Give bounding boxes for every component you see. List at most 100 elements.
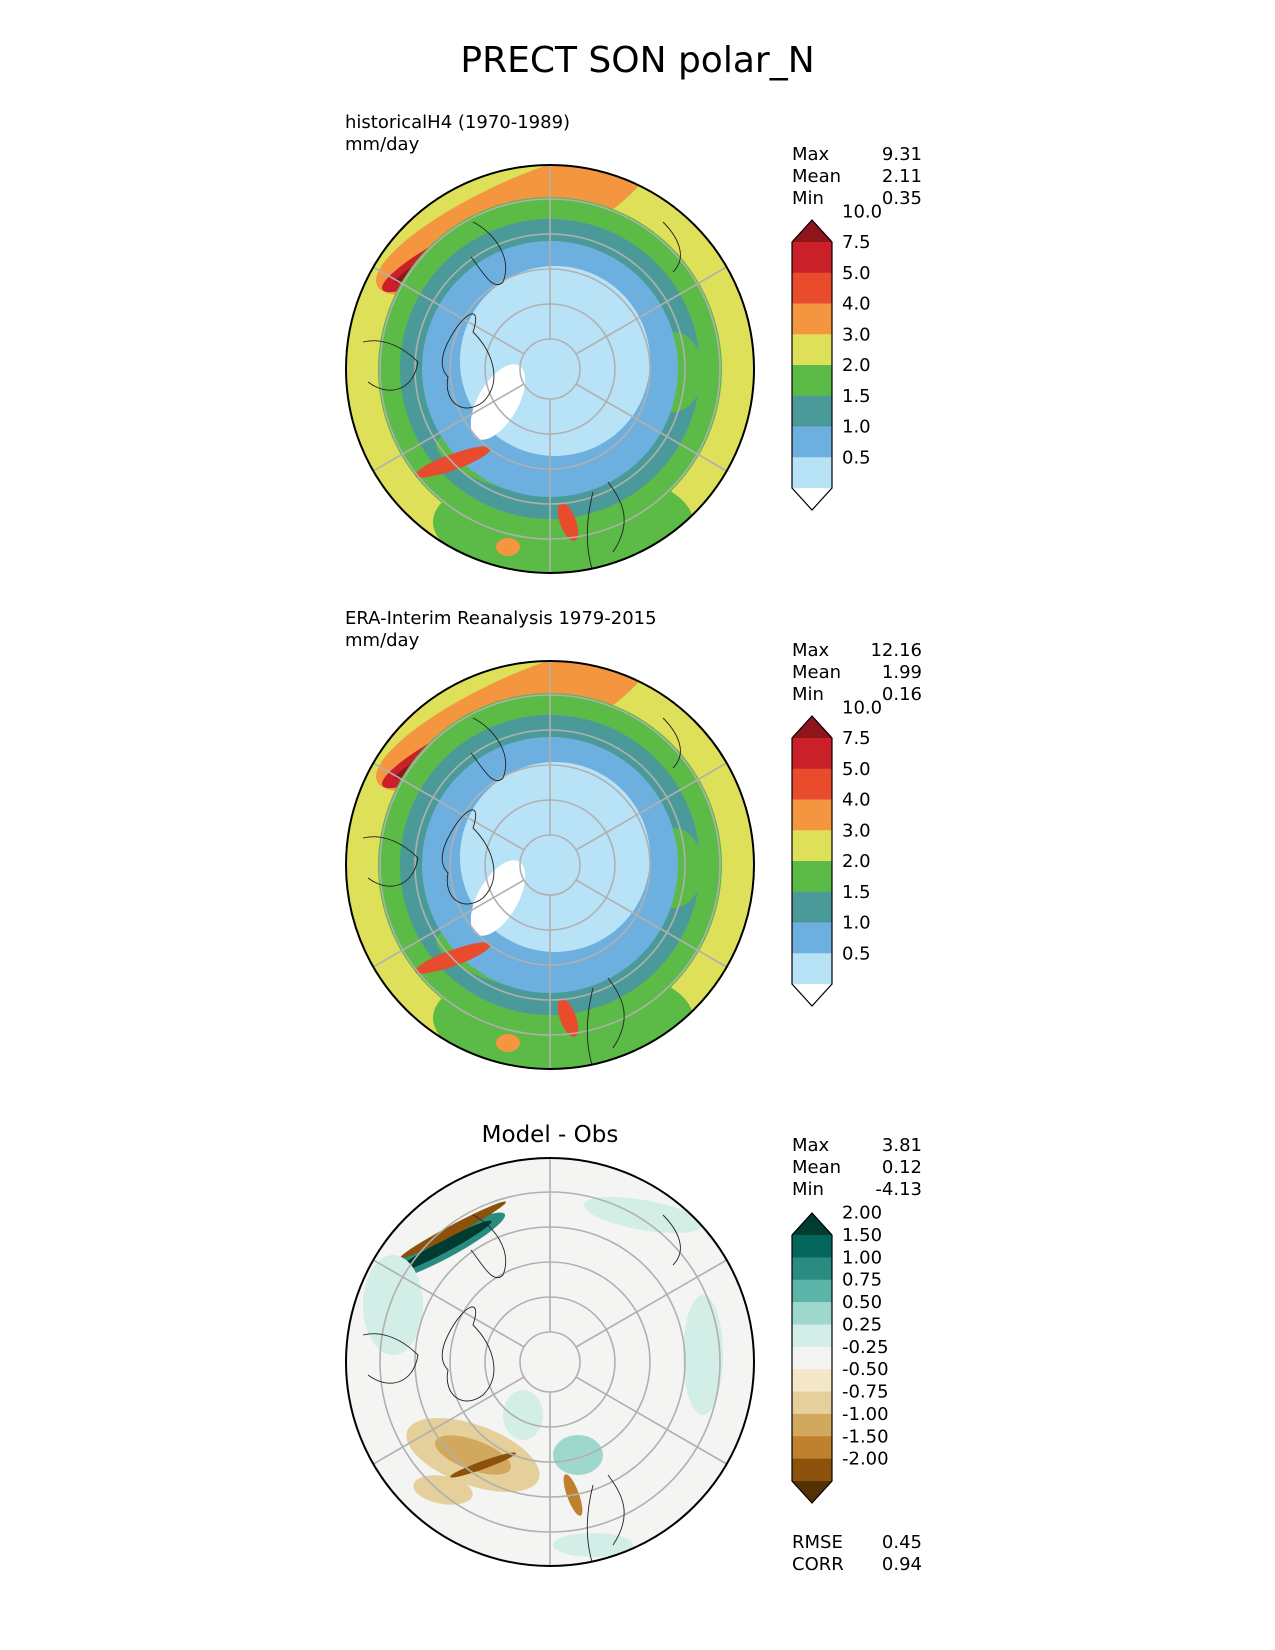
coastline [586, 977, 625, 1069]
field-band [583, 1196, 703, 1234]
colorbar-segment [792, 738, 832, 770]
panel3-metrics: RMSE 0.45 CORR 0.94 [792, 1532, 922, 1576]
colorbar-segment [792, 334, 832, 366]
colorbar-tick-label: 10.0 [842, 697, 882, 718]
colorbar-tick-label: 10.0 [842, 201, 882, 222]
colorbar-tick-label: -0.50 [842, 1359, 889, 1380]
colorbar-tick-label: 5.0 [842, 759, 871, 780]
stat-mean: Mean 2.11 [792, 166, 922, 187]
stat-mean: Mean 1.99 [792, 662, 922, 683]
colorbar-segment [792, 953, 832, 985]
panel2-units: mm/day [345, 630, 420, 651]
map-field [346, 661, 754, 1069]
colorbar-tick-label: 7.5 [842, 232, 871, 253]
colorbar-tick-label: 1.00 [842, 1247, 882, 1268]
field-band [413, 1475, 473, 1505]
colorbar-tick-label: 2.0 [842, 851, 871, 872]
panel1-units: mm/day [345, 134, 420, 155]
meridian-line [575, 266, 728, 355]
colorbar-segment [792, 1324, 832, 1348]
field-band [553, 1435, 603, 1475]
meridian-line [372, 266, 525, 355]
coastline [470, 717, 507, 781]
meridian-line [372, 762, 525, 851]
colorbar-tick-label: 0.75 [842, 1270, 882, 1291]
colorbar-segment [792, 1346, 832, 1370]
colorbar-segment [792, 1436, 832, 1460]
graticule [372, 165, 728, 573]
panel2-title-line1: ERA-Interim Reanalysis 1979-2015 [345, 608, 657, 629]
polar-map-obs [345, 660, 755, 1070]
coastline [586, 1474, 625, 1566]
field-band [363, 1255, 423, 1355]
colorbar-segment [792, 242, 832, 274]
colorbar-tick-label: 3.0 [842, 820, 871, 841]
coastline [362, 340, 419, 391]
colorbar-tick-label: -2.00 [842, 1449, 889, 1470]
coastlines [362, 221, 681, 573]
colorbar-tick-label: 5.0 [842, 263, 871, 284]
map-field [346, 165, 754, 573]
colorbar-model: 0.5 1.0 1.5 2.0 3.0 4.0 5.0 7.5 10.0 [791, 201, 882, 511]
colorbar-segment [792, 1458, 832, 1482]
colorbar-segment [792, 1369, 832, 1393]
colorbar-tick-label: 1.0 [842, 913, 871, 934]
coastline [662, 1214, 681, 1266]
field-band [503, 1390, 543, 1440]
meridian-line [372, 879, 525, 968]
coastlines [362, 717, 681, 1069]
colorbar-obs: 0.5 1.0 1.5 2.0 3.0 4.0 5.0 7.5 10.0 [791, 697, 882, 1007]
colorbar-tick-label: 0.5 [842, 943, 871, 964]
colorbar-segment [792, 830, 832, 862]
colorbar-tick-label: 4.0 [842, 790, 871, 811]
colorbar-tick-label: 3.0 [842, 324, 871, 345]
field-band [470, 364, 526, 440]
colorbar-tick-label: 1.5 [842, 882, 871, 903]
coastline [362, 836, 419, 887]
colorbar-segment [792, 303, 832, 335]
field-band [553, 1533, 633, 1557]
meridian-line [372, 383, 525, 472]
colorbar-tick-label: 0.25 [842, 1314, 882, 1335]
colorbar-segment [792, 1235, 832, 1258]
coastline [662, 717, 681, 769]
map-boundary [345, 1157, 755, 1567]
meridian-line [372, 1376, 525, 1465]
panel2-stats: Max 12.16 Mean 1.99 Min 0.16 [792, 640, 922, 706]
panel1-stats: Max 9.31 Mean 2.11 Min 0.35 [792, 144, 922, 210]
stat-max: Max 3.81 [792, 1135, 922, 1156]
colorbar-segment [792, 426, 832, 458]
field-band [496, 538, 520, 556]
map-boundary [345, 660, 755, 1070]
panel1-title: historicalH4 (1970-1989) mm/day [345, 112, 570, 156]
colorbar-diff: -2.00-1.50-1.00-0.75-0.50-0.250.250.500.… [791, 1203, 889, 1504]
meridian-line [575, 762, 728, 851]
field-band [470, 860, 526, 936]
panel3-stats: Max 3.81 Mean 0.12 Min -4.13 [792, 1135, 922, 1201]
colorbar-tick-label: 1.50 [842, 1225, 882, 1246]
colorbar-extend-max [792, 220, 832, 242]
colorbar-segment [792, 768, 832, 800]
figure-title: PRECT SON polar_N [460, 40, 815, 81]
colorbar-segment [792, 395, 832, 427]
colorbar-segment [792, 799, 832, 831]
metric-corr: CORR 0.94 [792, 1554, 922, 1575]
colorbar-tick-label: -0.25 [842, 1337, 889, 1358]
colorbar-tick-label: 2.0 [842, 355, 871, 376]
colorbar-tick-label: 1.0 [842, 417, 871, 438]
stat-mean: Mean 0.12 [792, 1157, 922, 1178]
colorbar-tick-label: -1.50 [842, 1426, 889, 1447]
colorbar-outline [791, 219, 833, 511]
colorbar-segment [792, 1413, 832, 1437]
coastline [662, 221, 681, 273]
panel1-title-line1: historicalH4 (1970-1989) [345, 112, 571, 133]
field-band [557, 999, 579, 1037]
colorbar-extend-max [792, 716, 832, 738]
colorbar-segment [792, 1257, 832, 1281]
meridian-line [575, 383, 728, 472]
coastline [441, 809, 495, 905]
colorbar-extend-min [792, 488, 832, 510]
panel3-title: Model - Obs [481, 1122, 619, 1148]
colorbar-outline [791, 715, 833, 1007]
field-band [394, 1220, 492, 1274]
